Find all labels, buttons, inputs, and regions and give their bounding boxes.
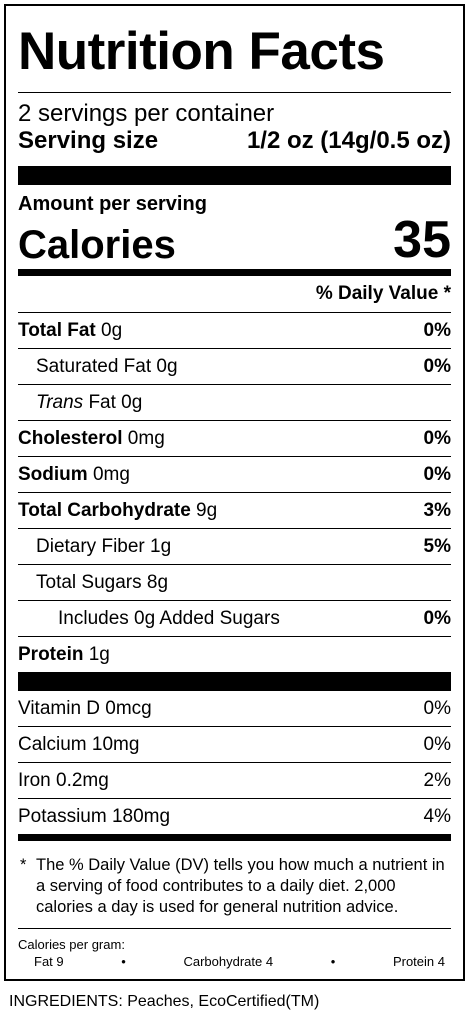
medium-divider	[18, 269, 451, 276]
nutrient-row-total-carbohydrate: Total Carbohydrate 9g 3%	[18, 492, 451, 528]
calories-label: Calories	[18, 223, 176, 267]
calories-row: Calories 35	[18, 213, 451, 267]
nutrient-row-total-fat: Total Fat 0g 0%	[18, 312, 451, 348]
nutrient-dv: 0%	[423, 463, 451, 485]
cpg-bullet: •	[121, 954, 126, 969]
nutrient-row-saturated-fat: Saturated Fat 0g 0%	[18, 348, 451, 384]
nutrient-row-sodium: Sodium 0mg 0%	[18, 456, 451, 492]
nutrient-dv: 0%	[423, 355, 451, 377]
serving-size-value: 1/2 oz (14g/0.5 oz)	[246, 127, 451, 154]
divider	[18, 928, 451, 929]
daily-value-header: % Daily Value *	[315, 283, 451, 304]
thick-divider	[18, 672, 451, 691]
daily-value-footnote: * The % Daily Value (DV) tells you how m…	[18, 855, 451, 918]
nutrient-amount: 0mg	[122, 427, 165, 449]
calories-per-gram-row: Fat 9 • Carbohydrate 4 • Protein 4	[18, 953, 451, 971]
nutrient-row-added-sugars: Includes 0g Added Sugars 0%	[18, 600, 451, 636]
medium-divider	[18, 834, 451, 841]
footnote-text: The % Daily Value (DV) tells you how muc…	[36, 856, 445, 916]
nutrient-amount: 1g	[83, 643, 110, 665]
vitamin-row-calcium: Calcium 10mg 0%	[18, 727, 451, 763]
nutrient-name: Protein	[18, 643, 84, 665]
ingredients-text: INGREDIENTS: Peaches, EcoCertified(TM)	[9, 993, 320, 1010]
vitamin-row-vitamin-d: Vitamin D 0mcg 0%	[18, 691, 451, 727]
vitamin-name: Potassium 180mg	[18, 805, 171, 827]
nutrient-name: Sodium	[18, 463, 88, 485]
vitamin-dv: 0%	[423, 697, 451, 719]
serving-size-row: Serving size 1/2 oz (14g/0.5 oz)	[18, 127, 451, 155]
nutrient-name: Total Sugars 8g	[36, 571, 169, 593]
label-title: Nutrition Facts	[18, 22, 385, 81]
nutrient-name: Total Fat	[18, 319, 96, 341]
amount-per-serving: Amount per serving	[18, 193, 207, 215]
servings-per-container: 2 servings per container	[18, 100, 275, 127]
nutrition-facts-label: Nutrition Facts 2 servings per container…	[4, 4, 465, 981]
vitamin-dv: 0%	[423, 733, 451, 755]
nutrient-name: Includes 0g Added Sugars	[58, 607, 280, 629]
nutrient-name: Dietary Fiber 1g	[36, 535, 172, 557]
vitamin-name: Vitamin D 0mcg	[18, 697, 152, 719]
nutrient-row-trans-fat: Trans Fat 0g	[18, 384, 451, 420]
nutrient-amount: 0g	[95, 319, 123, 341]
nutrient-dv: 0%	[423, 319, 451, 341]
nutrient-dv: 0%	[423, 427, 451, 449]
nutrient-name: Saturated Fat 0g	[36, 355, 178, 377]
footnote-asterisk: *	[20, 856, 27, 874]
nutrient-name-rest: Fat 0g	[83, 391, 143, 413]
nutrient-name-italic: Trans	[36, 391, 84, 413]
thick-divider	[18, 166, 451, 185]
nutrient-row-total-sugars: Total Sugars 8g	[18, 564, 451, 600]
nutrient-row-dietary-fiber: Dietary Fiber 1g 5%	[18, 528, 451, 564]
calories-per-gram-title: Calories per gram:	[18, 937, 125, 952]
calories-value: 35	[393, 211, 451, 269]
cpg-fat: Fat 9	[34, 954, 64, 969]
nutrient-dv: 0%	[423, 607, 451, 629]
vitamin-row-iron: Iron 0.2mg 2%	[18, 763, 451, 799]
vitamin-dv: 2%	[423, 769, 451, 791]
vitamin-row-potassium: Potassium 180mg 4%	[18, 799, 451, 834]
vitamin-name: Iron 0.2mg	[18, 769, 109, 791]
vitamin-name: Calcium 10mg	[18, 733, 140, 755]
nutrient-amount: 9g	[190, 499, 218, 521]
nutrient-row-protein: Protein 1g	[18, 636, 451, 672]
cpg-protein: Protein 4	[392, 954, 445, 969]
cpg-carbohydrate: Carbohydrate 4	[183, 954, 274, 969]
cpg-bullet: •	[330, 954, 336, 969]
nutrient-dv: 5%	[423, 535, 451, 557]
vitamin-dv: 4%	[423, 805, 451, 827]
serving-size-label: Serving size	[18, 127, 159, 154]
nutrient-name: Total Carbohydrate	[18, 499, 191, 521]
divider	[18, 92, 451, 93]
nutrient-amount: 0mg	[87, 463, 130, 485]
label-content: Nutrition Facts 2 servings per container…	[18, 6, 451, 971]
nutrient-name: Cholesterol	[18, 427, 123, 449]
nutrient-dv: 3%	[423, 499, 451, 521]
nutrient-row-cholesterol: Cholesterol 0mg 0%	[18, 420, 451, 456]
